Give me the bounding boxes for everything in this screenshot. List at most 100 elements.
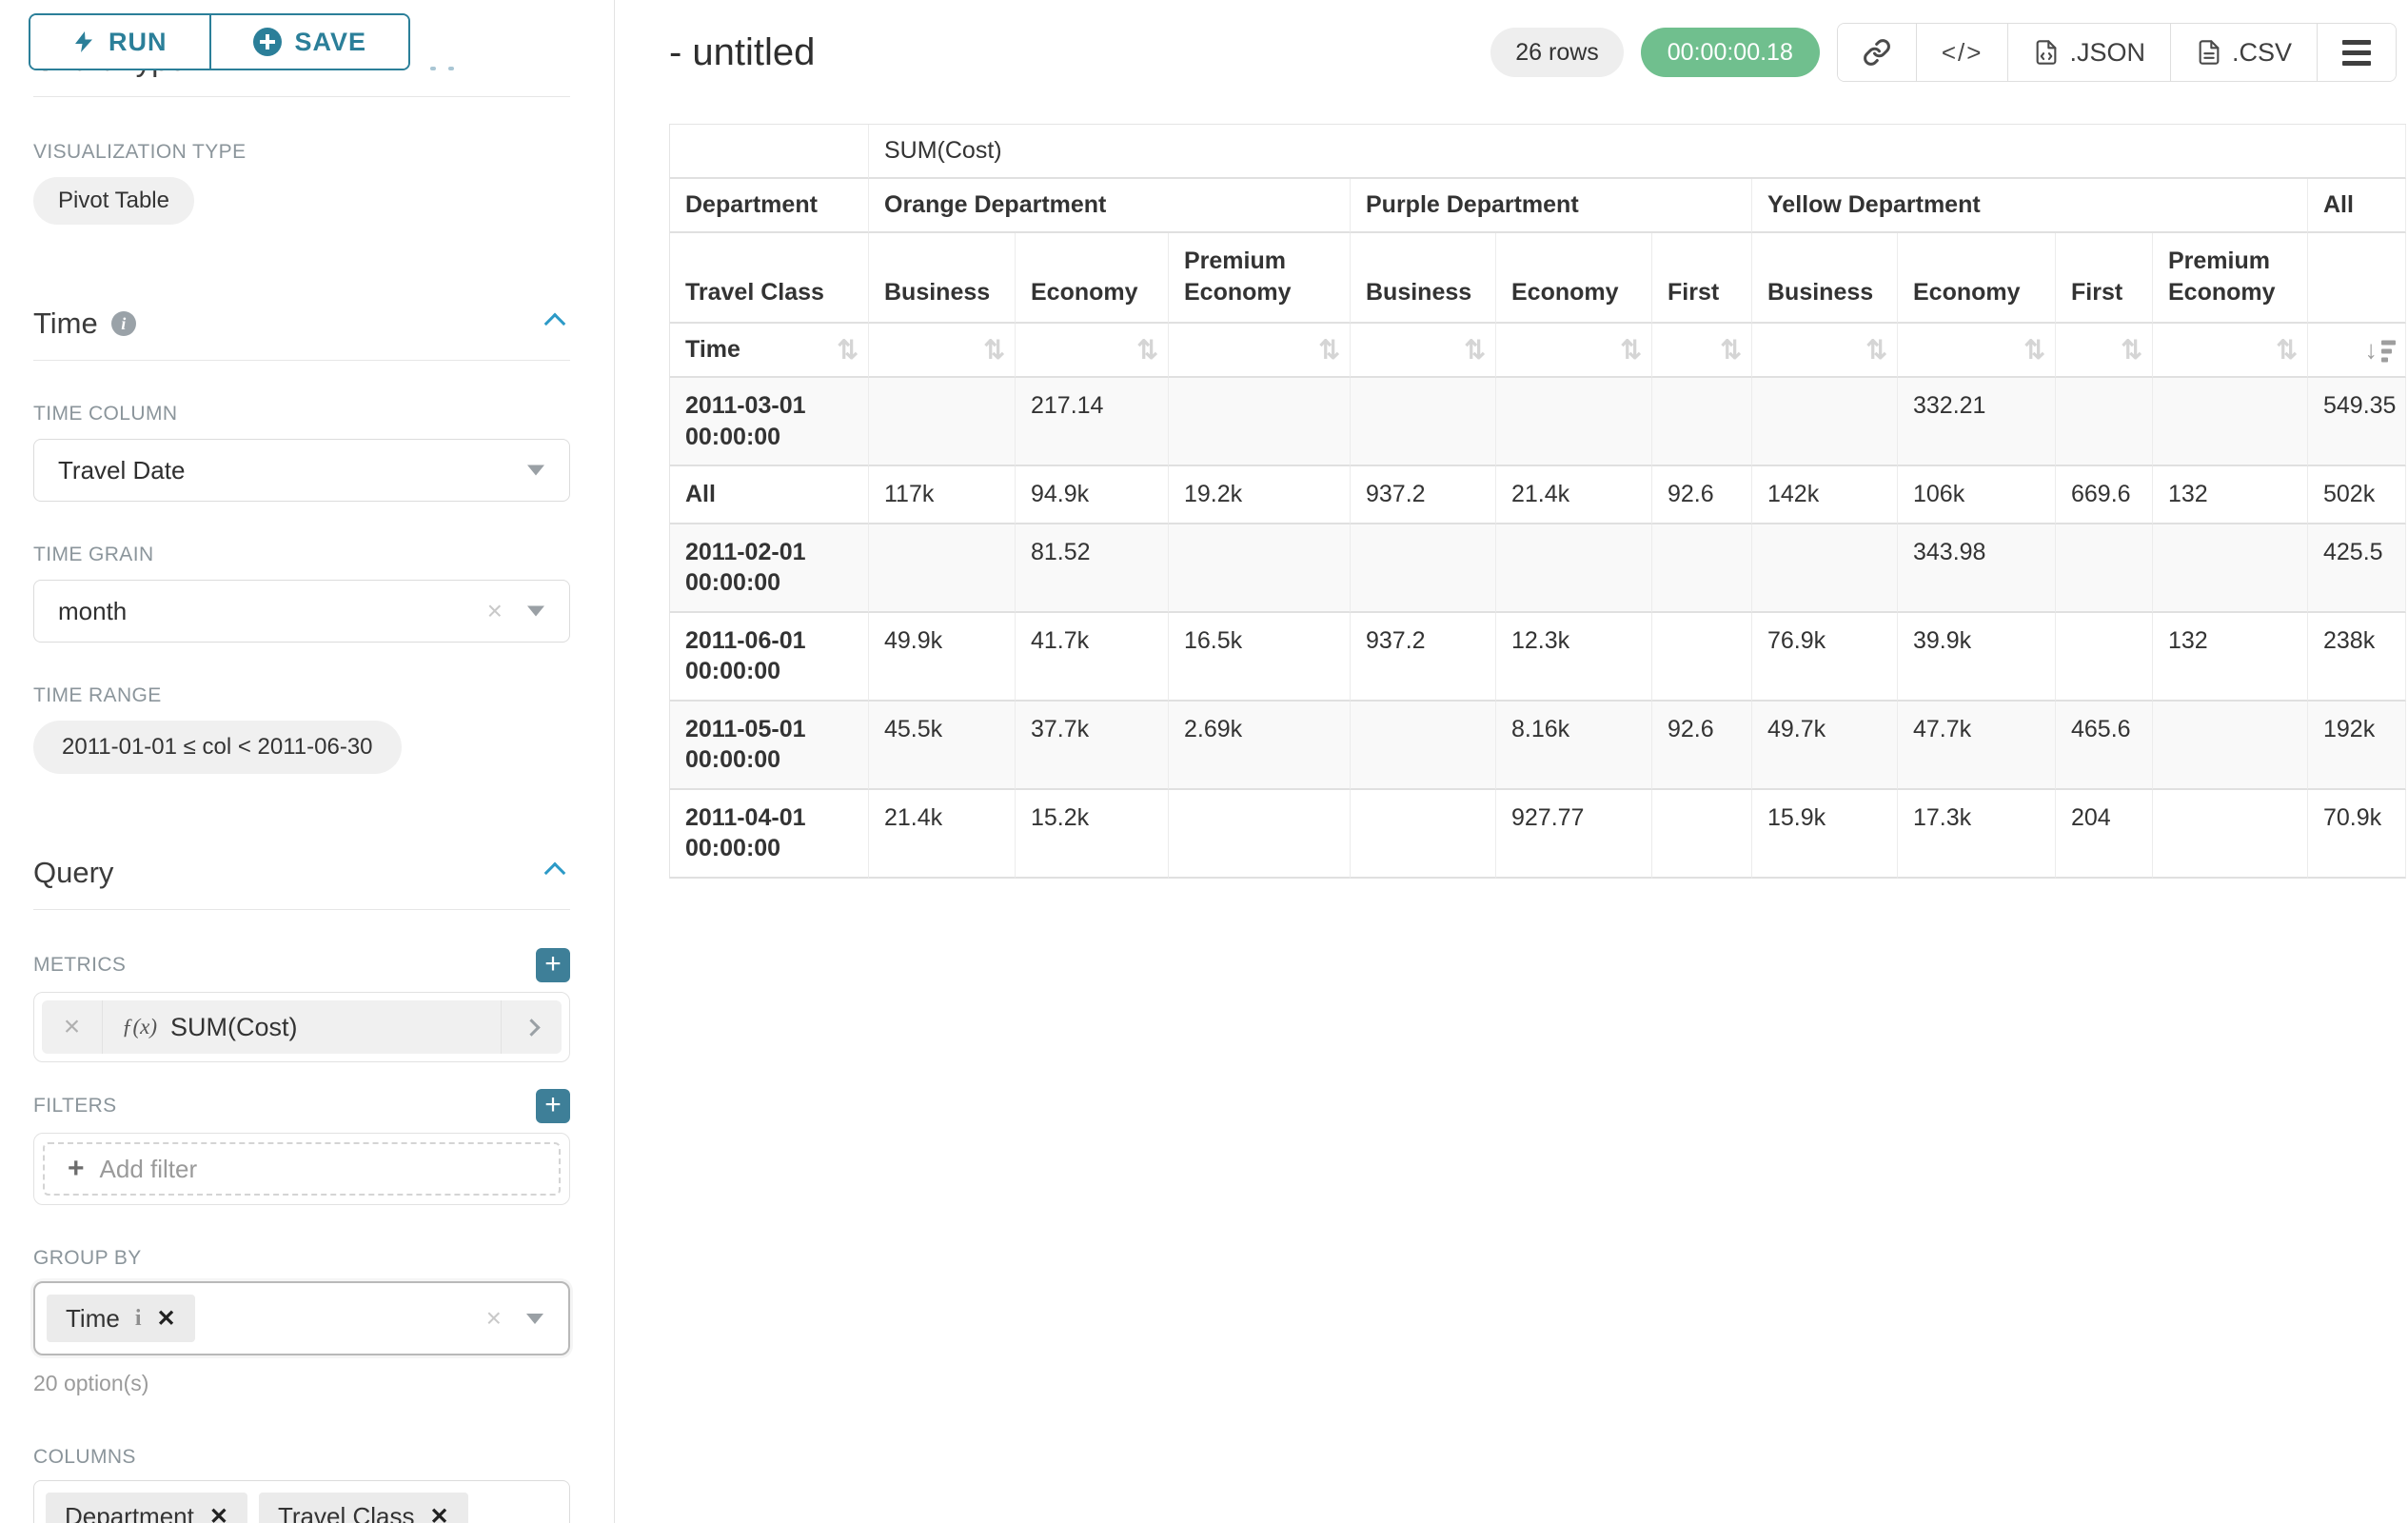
pivot-table: SUM(Cost) Department Orange Department Purp… [669,124,2407,879]
value-cell: 465.6 [2056,701,2153,790]
time-section-title: Time i [33,307,136,341]
add-filter-dropzone[interactable]: + Add filter [43,1142,561,1196]
value-cell: 132 [2153,466,2308,524]
sort-icon[interactable]: ⇅ [1865,335,1887,364]
sort-header-cell: ⇅ [1652,324,1752,378]
value-cell [2056,612,2153,702]
time-range-label: TIME RANGE [33,684,162,706]
value-cell [1652,524,1752,613]
value-cell: 937.2 [1351,466,1496,524]
sort-icon[interactable]: ⇅ [2276,335,2298,364]
clear-icon[interactable]: × [487,1521,503,1523]
clear-icon[interactable]: × [485,1303,502,1333]
sort-icon[interactable]: ⇅ [1720,335,1742,364]
columns-select[interactable]: Department ✕ Travel Class ✕ × [33,1480,570,1523]
sort-icon[interactable]: ⇅ [1318,335,1340,364]
value-cell [1351,524,1496,613]
table-row: All 117k 94.9k 19.2k 937.2 21.4k 92.6 142k 106k 6… [670,466,2407,524]
chevron-down-icon [527,605,544,617]
group-by-select[interactable]: Time i ✕ × [33,1281,570,1355]
value-cell [1169,378,1351,466]
sort-header-cell: ⇅ [1752,324,1898,378]
selected-option-chip[interactable]: Travel Class ✕ [258,1493,468,1523]
metric-header-cell: SUM(Cost) [869,125,2407,179]
row-label-cell: 2011-04-01 00:00:00 [670,789,869,879]
sort-header-cell: ⇅ [1016,324,1169,378]
value-cell: 2.69k [1169,701,1351,790]
value-cell [2153,701,2308,790]
time-grain-select[interactable]: month × [33,580,570,643]
sort-icon[interactable]: ⇅ [1136,335,1158,364]
row-label-cell: 2011-03-01 00:00:00 [670,378,869,466]
value-cell: 94.9k [1016,466,1169,524]
sort-icon[interactable]: ⇅ [2121,335,2142,364]
share-link-button[interactable] [1837,24,1916,81]
value-cell [1169,524,1351,613]
time-row-label: Time [685,336,740,363]
sort-icon[interactable]: ⇅ [1620,335,1642,364]
query-section-title: Query [33,856,114,889]
view-query-button[interactable]: </> [1915,24,2008,81]
travel-class-subheader: Business [869,233,1016,324]
section-divider [33,360,570,361]
value-cell: 927.77 [1496,789,1652,879]
time-column-select[interactable]: Travel Date [33,439,570,502]
value-cell: 117k [869,466,1016,524]
travel-class-header-cell: Travel Class [670,233,869,324]
selected-option-chip[interactable]: Department ✕ [46,1493,247,1523]
metric-chip[interactable]: ƒ(x) SUM(Cost) [42,1000,562,1054]
value-cell: 92.6 [1652,701,1752,790]
remove-chip-icon[interactable]: ✕ [208,1503,228,1523]
sort-icon[interactable]: ⇅ [983,335,1005,364]
add-metric-button[interactable] [536,948,570,982]
metric-name: SUM(Cost) [170,1012,298,1041]
time-grain-value: month [58,596,128,625]
filters-label: FILTERS [33,1095,117,1117]
add-filter-button[interactable] [536,1089,570,1123]
sort-icon[interactable]: ⇅ [1464,335,1486,364]
save-button[interactable]: SAVE [208,15,409,69]
time-column-label: TIME COLUMN [33,403,178,425]
section-divider [33,96,570,97]
link-icon [1863,39,1890,66]
value-cell: 47.7k [1898,701,2056,790]
time-grain-label: TIME GRAIN [33,544,154,565]
selected-option-chip[interactable]: Time i ✕ [47,1295,195,1342]
department-group-header: Yellow Department [1752,179,2308,233]
sort-icon[interactable]: ⇅ [837,335,859,364]
pivot-table-container: SUM(Cost) Department Orange Department Purp… [669,124,2408,879]
collapse-chevron-icon[interactable] [543,312,566,335]
time-range-pill[interactable]: 2011-01-01 ≤ col < 2011-06-30 [33,721,402,774]
value-cell: 37.7k [1016,701,1169,790]
expand-metric-button[interactable] [501,1000,562,1054]
group-by-label: GROUP BY [33,1247,142,1269]
travel-class-subheader: First [2056,233,2153,324]
sort-descending-icon[interactable]: ↓ [2365,337,2397,363]
value-cell: 21.4k [1496,466,1652,524]
table-row: 2011-06-01 00:00:00 49.9k 41.7k 16.5k 937.2 1… [670,612,2407,702]
value-cell: 70.9k [2308,789,2407,879]
collapse-chevron-icon[interactable] [543,861,566,884]
value-cell: 549.35 [2308,378,2407,466]
value-cell [2056,524,2153,613]
remove-chip-icon[interactable]: ✕ [156,1305,176,1332]
export-csv-button[interactable]: .CSV [2169,24,2317,81]
more-options-button[interactable] [2317,24,2396,81]
run-button[interactable]: RUN [30,15,209,69]
visualization-type-pill[interactable]: Pivot Table [33,177,194,225]
department-group-header: Purple Department [1351,179,1752,233]
clear-icon[interactable]: × [486,596,503,625]
chevron-down-icon [527,465,544,476]
value-cell: 49.7k [1752,701,1898,790]
row-count-badge: 26 rows [1490,28,1624,77]
export-json-button[interactable]: .JSON [2007,24,2170,81]
value-cell: 192k [2308,701,2407,790]
sort-icon[interactable]: ⇅ [2023,335,2045,364]
remove-metric-icon[interactable] [42,1000,103,1054]
sort-header-cell: ⇅ [1898,324,2056,378]
remove-chip-icon[interactable]: ✕ [429,1503,449,1523]
department-group-header: Orange Department [869,179,1351,233]
table-row: 2011-02-01 00:00:00 81.52 343.98 425.5 [670,524,2407,613]
chevron-down-icon[interactable] [526,1313,543,1324]
